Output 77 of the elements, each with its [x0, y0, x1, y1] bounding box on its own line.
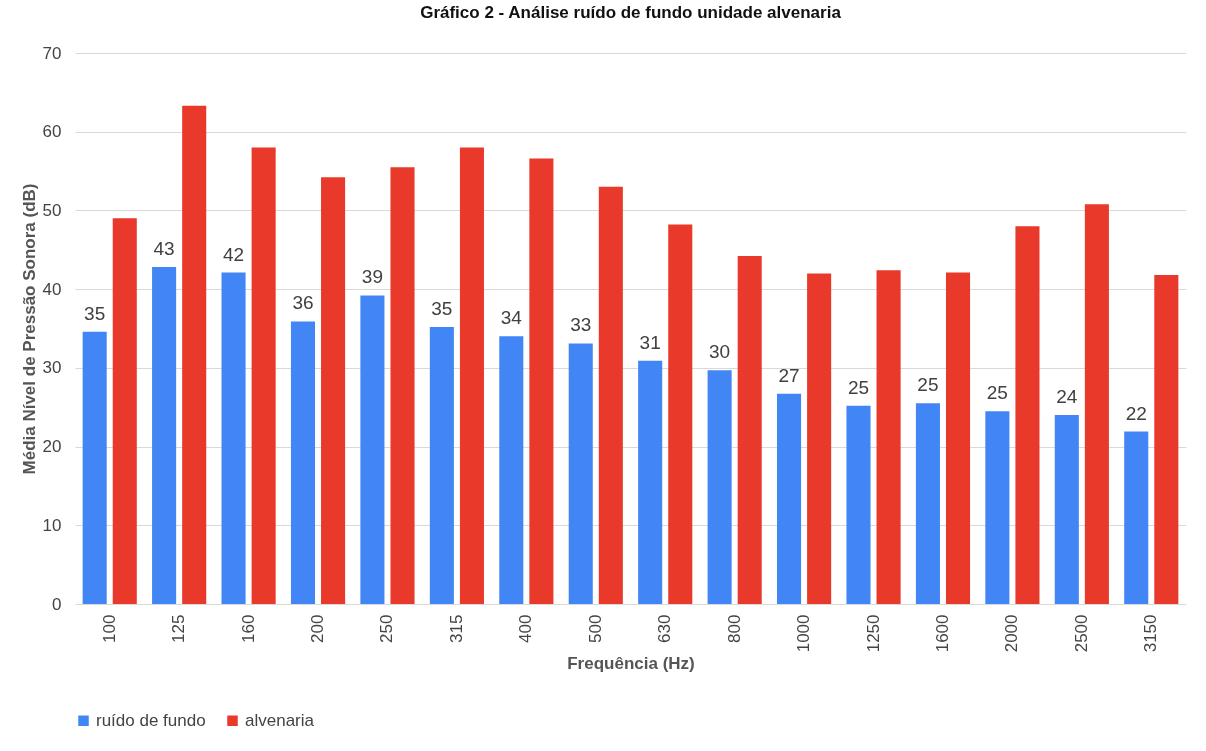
x-tick-label: 630 [655, 614, 675, 643]
bar [1015, 226, 1040, 604]
x-tick-label: 400 [516, 614, 536, 643]
data-label: 35 [84, 302, 106, 324]
x-tick-label: 250 [377, 614, 397, 643]
bar [876, 270, 901, 604]
x-tick-label: 800 [724, 614, 744, 643]
bar [390, 167, 415, 604]
bar [1154, 274, 1179, 604]
bar [568, 343, 593, 604]
bar [321, 177, 346, 604]
data-label: 34 [500, 307, 523, 329]
x-tick-label: 315 [446, 614, 466, 643]
data-label: 36 [292, 292, 314, 314]
x-axis-title: Frequência (Hz) [567, 654, 695, 674]
bar [777, 393, 802, 604]
data-label: 35 [431, 297, 453, 319]
bar [112, 218, 137, 604]
x-tick-label: 3150 [1141, 614, 1161, 653]
x-tick-label: 125 [169, 614, 189, 643]
legend-label: alvenaria [245, 710, 315, 730]
x-tick-label: 500 [585, 614, 605, 643]
data-label: 31 [639, 331, 661, 353]
data-label: 24 [1056, 386, 1078, 408]
x-tick-label: 200 [308, 614, 328, 643]
y-tick-label: 40 [42, 279, 62, 299]
bar [638, 360, 663, 604]
data-label: 42 [222, 243, 245, 265]
data-label: 30 [709, 341, 731, 363]
bar [251, 147, 276, 604]
chart-title: Gráfico 2 - Análise ruído de fundo unidade alvenaria [420, 3, 842, 22]
data-label: 39 [361, 266, 383, 288]
data-label: 25 [917, 374, 939, 396]
bar [152, 267, 177, 604]
bar [529, 158, 554, 604]
data-label: 22 [1125, 402, 1147, 424]
bar [668, 224, 693, 604]
y-tick-label: 50 [42, 200, 62, 220]
x-tick-label: 1600 [932, 614, 952, 653]
y-tick-label: 0 [52, 594, 62, 614]
bar [1124, 431, 1149, 604]
bar [499, 336, 524, 604]
bar [82, 331, 107, 604]
bar [707, 370, 732, 604]
x-tick-label: 2500 [1071, 614, 1091, 653]
bar [737, 256, 762, 604]
bar [459, 147, 484, 604]
bar [846, 405, 871, 604]
y-tick-label: 20 [42, 437, 62, 457]
x-tick-label: 2000 [1002, 614, 1022, 653]
bar [945, 272, 971, 604]
x-tick-label: 100 [99, 614, 119, 643]
bar [1054, 415, 1079, 604]
y-tick-label: 30 [42, 358, 62, 378]
bar [290, 321, 316, 604]
data-label: 33 [570, 314, 592, 336]
x-tick-label: 1250 [863, 614, 883, 653]
y-tick-label: 10 [42, 515, 62, 535]
data-label: 43 [153, 238, 175, 260]
y-tick-label: 70 [42, 43, 62, 63]
bar [598, 186, 623, 604]
bar [985, 411, 1010, 604]
bar [221, 272, 246, 604]
bar [182, 105, 207, 604]
data-label: 25 [986, 382, 1008, 404]
bar [429, 326, 454, 604]
bar [915, 403, 940, 604]
data-label: 25 [847, 376, 870, 398]
bar [360, 295, 385, 604]
x-tick-label: 1000 [794, 614, 814, 653]
bar [807, 273, 832, 604]
data-label: 27 [778, 364, 800, 386]
y-tick-label: 60 [42, 122, 62, 142]
x-tick-label: 160 [238, 614, 258, 643]
y-axis-title: Média Nível de Pressão Sonora (dB) [19, 183, 39, 475]
legend-label: ruído de fundo [96, 710, 206, 730]
bar [1084, 204, 1109, 604]
